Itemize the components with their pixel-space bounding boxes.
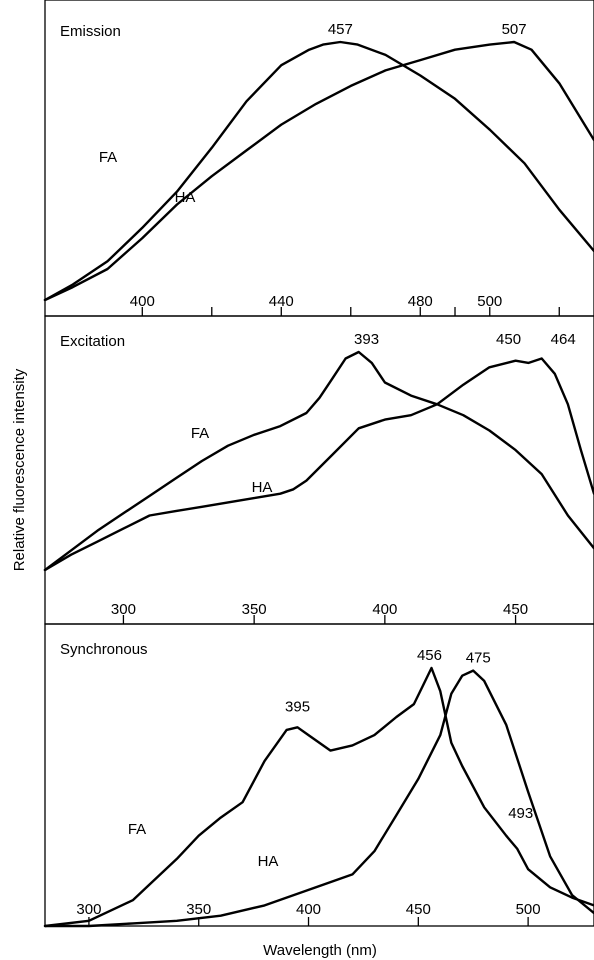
emission-x-tick-label: 400	[130, 293, 155, 310]
synchronous-peak-label: 475	[466, 650, 491, 667]
emission-x-tick-label: 440	[269, 293, 294, 310]
excitation-peak-label: 393	[354, 331, 379, 348]
emission-x-tick-label: 500	[477, 293, 502, 310]
y-axis-title: Relative fluorescence intensity	[11, 368, 28, 571]
synchronous-x-tick-label: 450	[406, 901, 431, 918]
emission-peak-label: 507	[502, 21, 527, 38]
synchronous-panel-frame	[44, 623, 594, 927]
excitation-fa-label: FA	[191, 425, 209, 442]
excitation-x-tick-label: 450	[503, 601, 528, 618]
emission-peak-label: 457	[328, 21, 353, 38]
excitation-fa-curve	[43, 350, 594, 572]
synchronous-x-tick-label: 500	[516, 901, 541, 918]
synchronous-peak-label: 395	[285, 698, 310, 715]
emission-ha-curve	[43, 40, 594, 302]
excitation-x-tick-label: 300	[111, 601, 136, 618]
emission-panel-title: Emission	[60, 23, 121, 40]
synchronous-x-tick-label: 350	[186, 901, 211, 918]
synchronous-ha-curve	[43, 669, 594, 928]
emission-ha-label: HA	[175, 189, 196, 206]
synchronous-x-tick-label: 400	[296, 901, 321, 918]
emission-x-tick-label: 480	[408, 293, 433, 310]
excitation-ha-curve	[43, 357, 594, 572]
excitation-peak-label: 464	[551, 331, 576, 348]
emission-panel-frame	[44, 0, 594, 317]
synchronous-peak-label: 493	[508, 805, 533, 822]
synchronous-x-tick-label: 300	[76, 901, 101, 918]
excitation-ha-label: HA	[252, 479, 273, 496]
excitation-panel-title: Excitation	[60, 333, 125, 350]
excitation-x-tick-label: 350	[242, 601, 267, 618]
excitation-x-tick-label: 400	[372, 601, 397, 618]
synchronous-fa-curve	[43, 666, 594, 928]
synchronous-peak-label: 456	[417, 647, 442, 664]
x-axis-title: Wavelength (nm)	[263, 942, 377, 959]
synchronous-panel-title: Synchronous	[60, 641, 148, 658]
emission-fa-label: FA	[99, 149, 117, 166]
synchronous-fa-label: FA	[128, 821, 146, 838]
excitation-peak-label: 450	[496, 331, 521, 348]
synchronous-ha-label: HA	[258, 853, 279, 870]
emission-fa-curve	[43, 40, 594, 302]
